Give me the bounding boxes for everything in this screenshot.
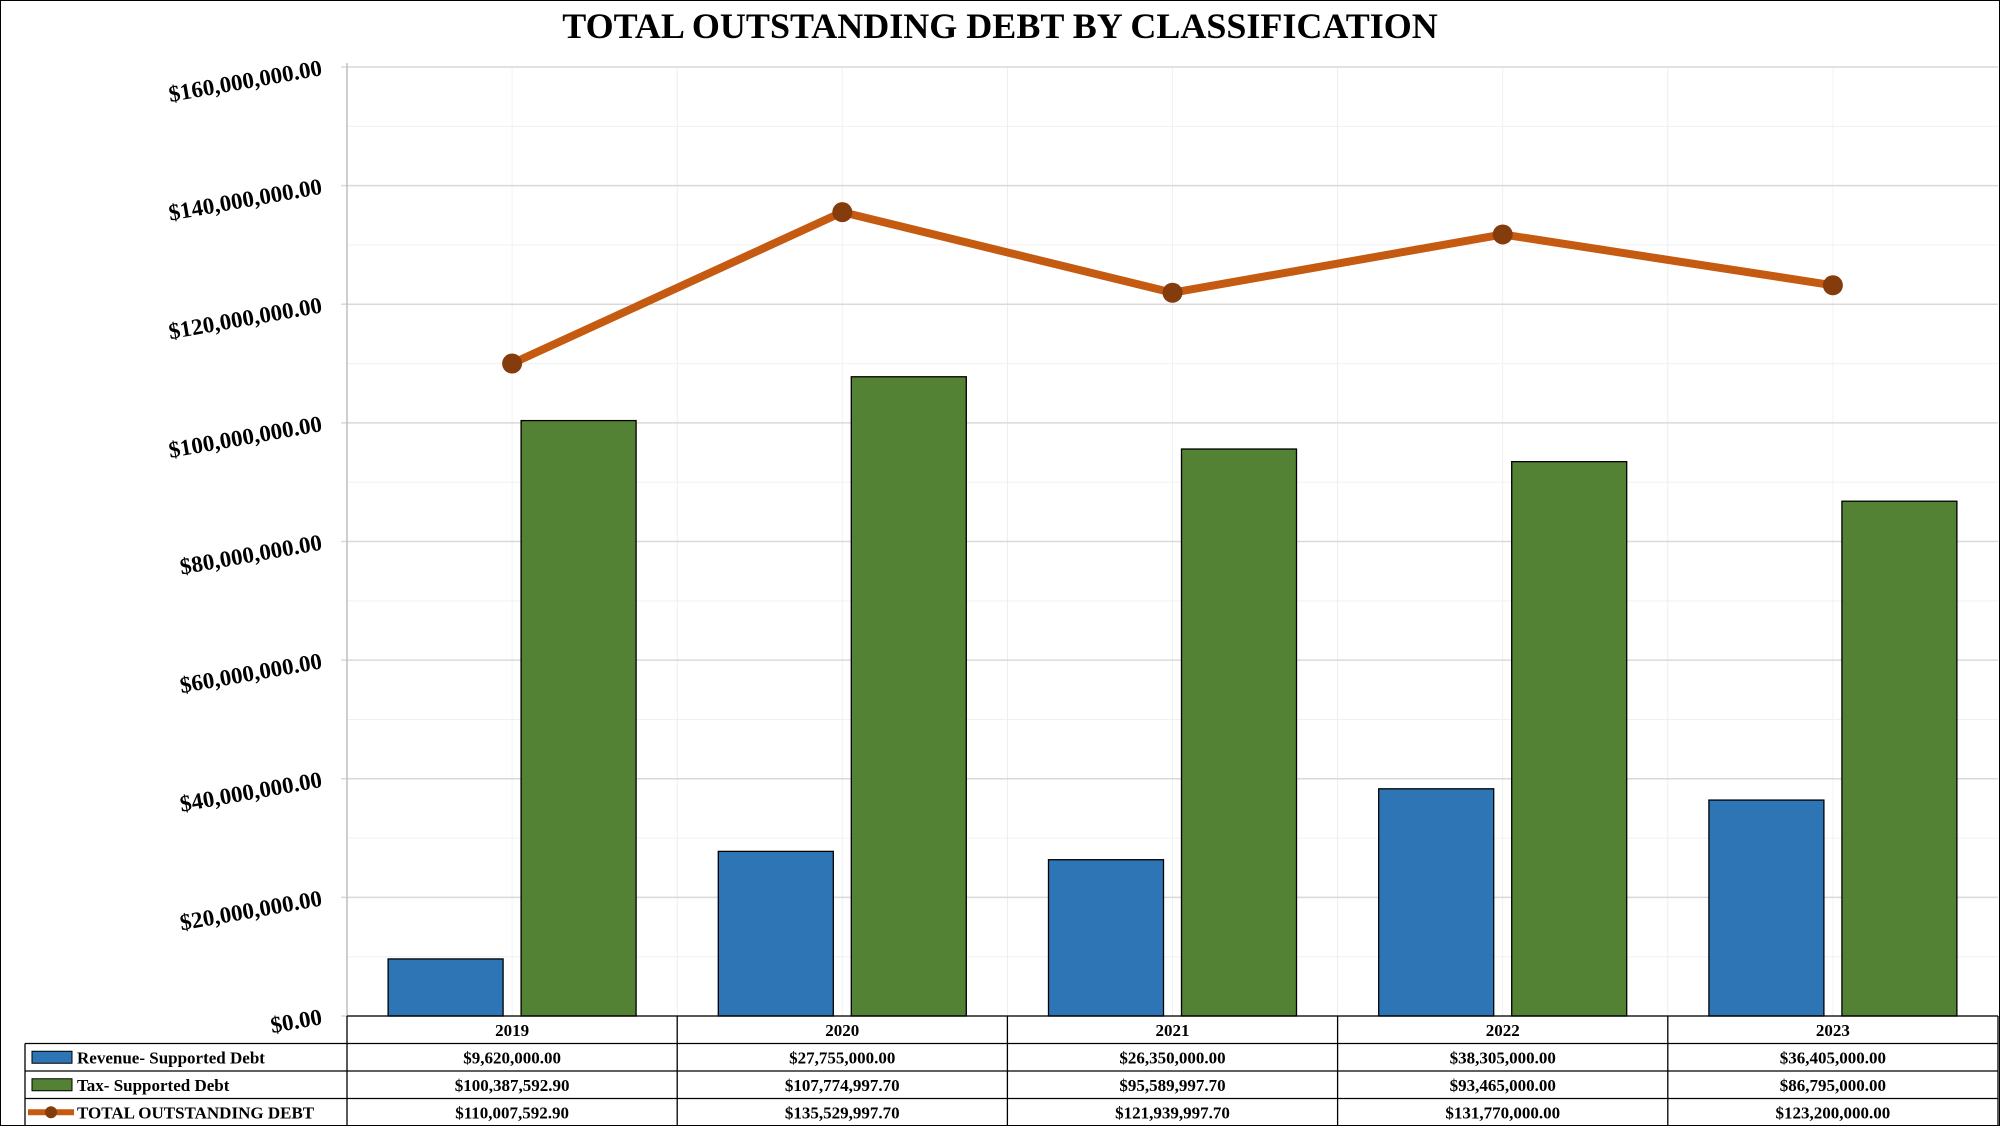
total-debt-point-2020 — [832, 202, 853, 223]
total-debt-point-2023 — [1822, 275, 1843, 296]
data-table: 2019 2020 2021 2022 2023 Revenue- Supported D… — [24, 1015, 1999, 1126]
bar-revenue-supported-debt-2023 — [1708, 799, 1825, 1017]
data-label: $110,007,592.90 — [455, 1103, 569, 1122]
y-tick-label: $40,000,000.00 — [178, 767, 324, 817]
bar-revenue-supported-debt-2021 — [1047, 859, 1165, 1017]
bar-revenue-supported-debt-2022 — [1378, 788, 1495, 1017]
data-label: $9,620,000.00 — [463, 1048, 561, 1067]
total-debt-point-2019 — [502, 353, 523, 374]
x-tick-label: 2020 — [825, 1021, 859, 1040]
legend-marker — [45, 1106, 57, 1119]
y-tick-label: $60,000,000.00 — [178, 648, 324, 698]
legend-label: Tax- Supported Debt — [77, 1076, 230, 1095]
bar-tax-supported-debt-2020 — [850, 376, 967, 1017]
bar-revenue-supported-debt-2020 — [717, 850, 834, 1017]
total-line — [502, 202, 1843, 374]
y-tick-label: $80,000,000.00 — [178, 530, 324, 580]
legend-label: TOTAL OUTSTANDING DEBT — [77, 1103, 315, 1122]
bar-tax-supported-debt-2021 — [1180, 448, 1298, 1017]
data-label: $86,795,000.00 — [1780, 1076, 1886, 1095]
y-tick-label: $160,000,000.00 — [167, 55, 324, 107]
bar-tax-supported-debt-2023 — [1841, 500, 1958, 1017]
y-tick-label: $120,000,000.00 — [167, 293, 324, 345]
data-label: $36,405,000.00 — [1780, 1048, 1886, 1067]
data-label: $100,387,592.90 — [455, 1076, 570, 1095]
x-tick-label: 2022 — [1486, 1021, 1520, 1040]
bar-tax-supported-debt-2019 — [520, 419, 637, 1017]
y-tick-label: $0.00 — [269, 1004, 324, 1038]
y-axis-ticks: $0.00 $20,000,000.00 $40,000,000.00 $60,000… — [167, 55, 324, 1038]
data-label: $123,200,000.00 — [1776, 1103, 1891, 1122]
y-tick-label: $100,000,000.00 — [167, 411, 324, 463]
grid — [341, 63, 1998, 1017]
total-debt-point-2021 — [1162, 282, 1183, 303]
chart-title: TOTAL OUTSTANDING DEBT BY CLASSIFICATION — [562, 6, 1438, 46]
x-tick-label: 2021 — [1156, 1021, 1190, 1040]
data-label: $93,465,000.00 — [1450, 1076, 1556, 1095]
bar-tax-supported-debt-2022 — [1511, 460, 1628, 1017]
bar-revenue-supported-debt-2019 — [387, 958, 504, 1017]
data-label: $95,589,997.70 — [1119, 1076, 1225, 1095]
x-tick-label: 2019 — [495, 1021, 529, 1040]
data-label: $26,350,000.00 — [1119, 1048, 1225, 1067]
x-tick-label: 2023 — [1816, 1021, 1850, 1040]
legend-swatch — [31, 1078, 73, 1092]
y-tick-label: $20,000,000.00 — [178, 886, 324, 936]
legend-swatch — [31, 1050, 73, 1064]
data-label: $27,755,000.00 — [789, 1048, 895, 1067]
bars — [387, 376, 1958, 1017]
data-label: $135,529,997.70 — [785, 1103, 900, 1122]
data-label: $131,770,000.00 — [1445, 1103, 1560, 1122]
data-label: $107,774,997.70 — [785, 1076, 900, 1095]
y-tick-label: $140,000,000.00 — [167, 174, 324, 226]
legend-label: Revenue- Supported Debt — [77, 1048, 265, 1067]
data-label: $38,305,000.00 — [1450, 1048, 1556, 1067]
data-label: $121,939,997.70 — [1115, 1103, 1230, 1122]
total-debt-point-2022 — [1492, 224, 1513, 245]
